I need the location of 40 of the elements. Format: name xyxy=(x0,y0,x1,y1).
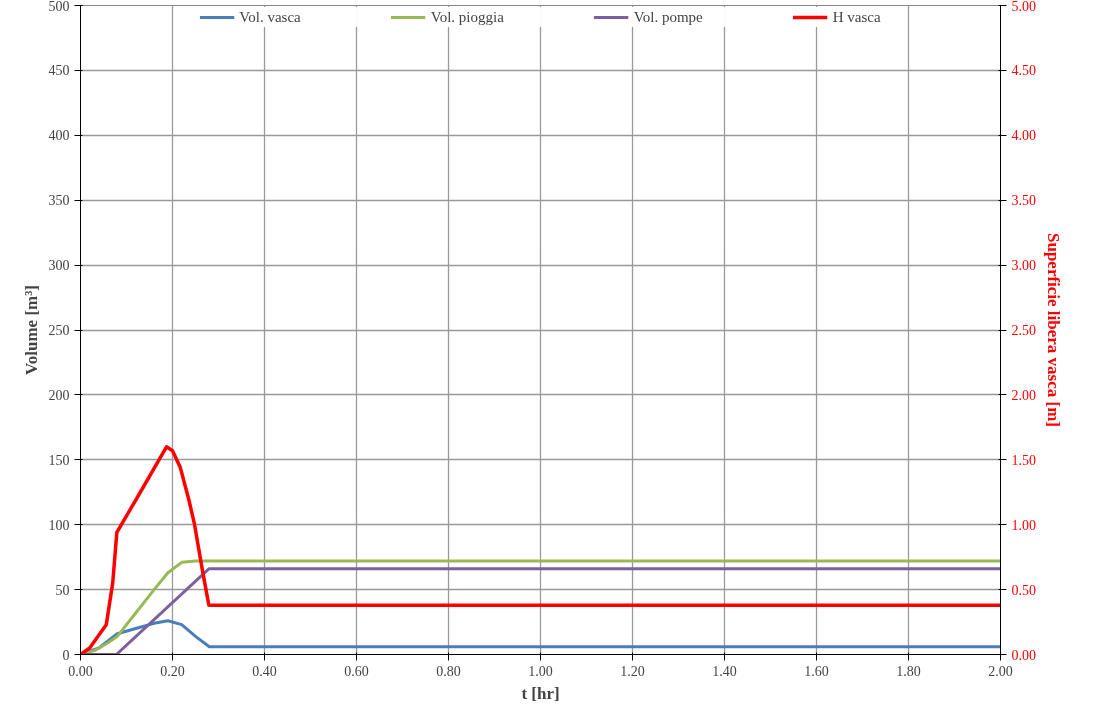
y2-tick-label: 5.00 xyxy=(1011,0,1036,14)
y2-tick-label: 4.00 xyxy=(1011,128,1036,144)
y-tick-label: 250 xyxy=(48,323,70,338)
y2-tick-label: 1.00 xyxy=(1011,517,1036,533)
y-tick-label: 0 xyxy=(62,647,70,663)
y-tick-label: 50 xyxy=(55,582,70,598)
x-tick-label: 0.40 xyxy=(252,663,277,679)
x-tick-label: 0.80 xyxy=(436,663,461,679)
y-tick-label: 200 xyxy=(48,387,70,403)
x-tick-label: 0.20 xyxy=(160,663,185,679)
y2-tick-label: 3.50 xyxy=(1011,193,1036,209)
legend-label: Vol. pompe xyxy=(633,8,703,26)
y2-tick-label: 3.00 xyxy=(1011,258,1036,274)
x-tick-label: 1.20 xyxy=(620,663,645,679)
x-tick-label: 1.40 xyxy=(712,663,737,679)
y-tick-label: 150 xyxy=(48,452,70,468)
legend-label: H vasca xyxy=(832,8,881,26)
x-tick-label: 1.60 xyxy=(804,663,829,679)
y2-tick-label: 2.00 xyxy=(1011,387,1036,403)
x-tick-label: 0.00 xyxy=(68,663,93,679)
y2-tick-label: 0.00 xyxy=(1011,647,1036,663)
y-tick-label: 450 xyxy=(48,63,70,79)
x-axis-title: t [hr] xyxy=(521,683,560,703)
y2-tick-label: 4.50 xyxy=(1011,63,1036,79)
y-axis-title: Volume [m³] xyxy=(21,285,41,375)
x-tick-label: 1.80 xyxy=(896,663,921,679)
y-tick-label: 400 xyxy=(48,128,70,144)
y-tick-label: 100 xyxy=(48,517,70,533)
y2-tick-label: 2.50 xyxy=(1011,323,1036,338)
x-tick-label: 2.00 xyxy=(988,663,1013,679)
y2-axis-title: Superficie libera vasca [m] xyxy=(1044,232,1063,428)
legend-label: Vol. pioggia xyxy=(430,8,504,26)
y-tick-label: 350 xyxy=(48,193,70,209)
y-tick-label: 300 xyxy=(48,258,70,274)
y2-tick-label: 1.50 xyxy=(1011,452,1036,468)
y2-tick-label: 0.50 xyxy=(1011,582,1036,598)
legend-label: Vol. vasca xyxy=(239,8,301,26)
x-tick-label: 0.60 xyxy=(344,663,369,679)
y-tick-label: 500 xyxy=(48,0,70,14)
x-tick-label: 1.00 xyxy=(528,663,553,679)
